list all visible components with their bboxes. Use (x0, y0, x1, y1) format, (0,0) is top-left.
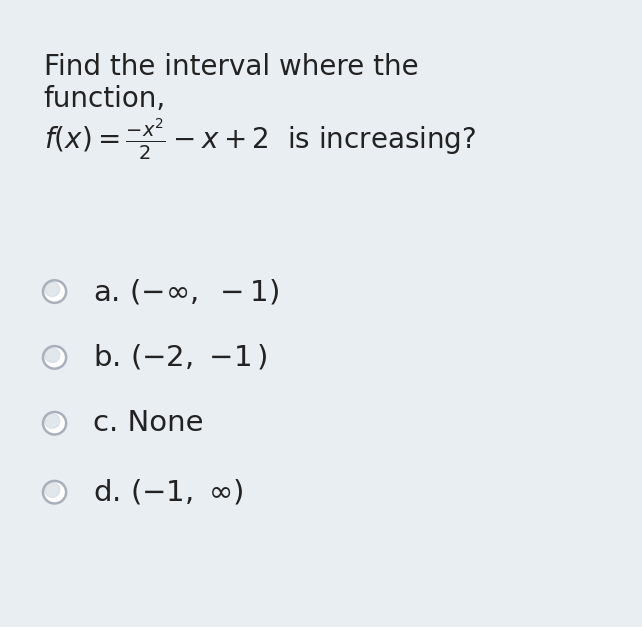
Text: Find the interval where the: Find the interval where the (44, 53, 419, 82)
Circle shape (45, 483, 60, 497)
Circle shape (43, 481, 66, 503)
Text: function,: function, (44, 85, 166, 113)
Circle shape (43, 346, 66, 369)
Circle shape (45, 348, 60, 362)
Text: b. $(-2,\ {-1}\,)$: b. $(-2,\ {-1}\,)$ (93, 343, 267, 372)
Circle shape (43, 280, 66, 303)
Circle shape (45, 282, 60, 297)
Text: a. $(-\infty,\ -1)$: a. $(-\infty,\ -1)$ (93, 277, 279, 306)
Text: d. $(-1,\ \infty)$: d. $(-1,\ \infty)$ (93, 478, 244, 507)
Circle shape (45, 414, 60, 428)
Circle shape (43, 412, 66, 435)
Text: c. None: c. None (93, 409, 204, 437)
Text: $f(x) = \frac{-x^2}{2} - x + 2$  is increasing?: $f(x) = \frac{-x^2}{2} - x + 2$ is incre… (44, 117, 476, 162)
